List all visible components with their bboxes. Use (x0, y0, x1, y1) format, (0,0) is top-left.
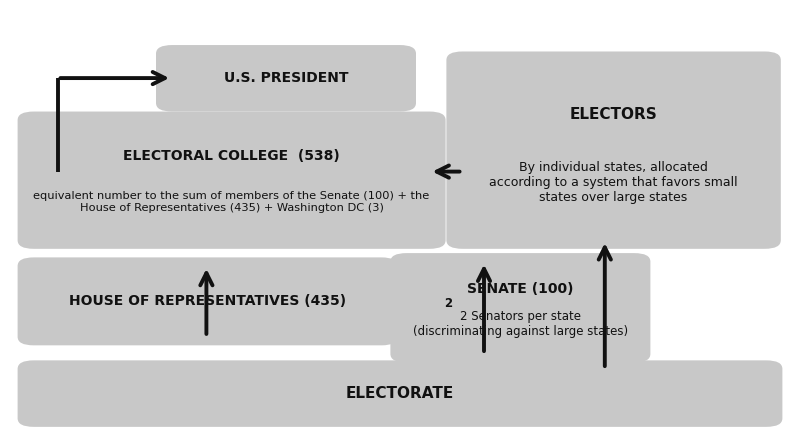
Text: equivalent number to the sum of members of the Senate (100) + the
House of Repre: equivalent number to the sum of members … (34, 191, 430, 213)
FancyBboxPatch shape (156, 45, 416, 112)
FancyBboxPatch shape (446, 51, 781, 249)
FancyBboxPatch shape (390, 253, 650, 363)
Text: ELECTORAL COLLEGE  (538): ELECTORAL COLLEGE (538) (123, 149, 340, 163)
FancyBboxPatch shape (18, 360, 782, 427)
Text: By individual states, allocated
according to a system that favors small
states o: By individual states, allocated accordin… (490, 161, 738, 204)
FancyBboxPatch shape (18, 257, 398, 345)
Text: HOUSE OF REPRESENTATIVES (435): HOUSE OF REPRESENTATIVES (435) (69, 294, 346, 308)
Text: ELECTORATE: ELECTORATE (346, 386, 454, 401)
Text: SENATE (100): SENATE (100) (467, 282, 574, 296)
Text: ELECTORS: ELECTORS (570, 107, 658, 121)
FancyBboxPatch shape (18, 112, 446, 249)
Text: U.S. PRESIDENT: U.S. PRESIDENT (224, 71, 348, 85)
Text: 2 Senators per state
(discriminating against large states): 2 Senators per state (discriminating aga… (413, 311, 628, 338)
Text: 2: 2 (444, 297, 453, 310)
